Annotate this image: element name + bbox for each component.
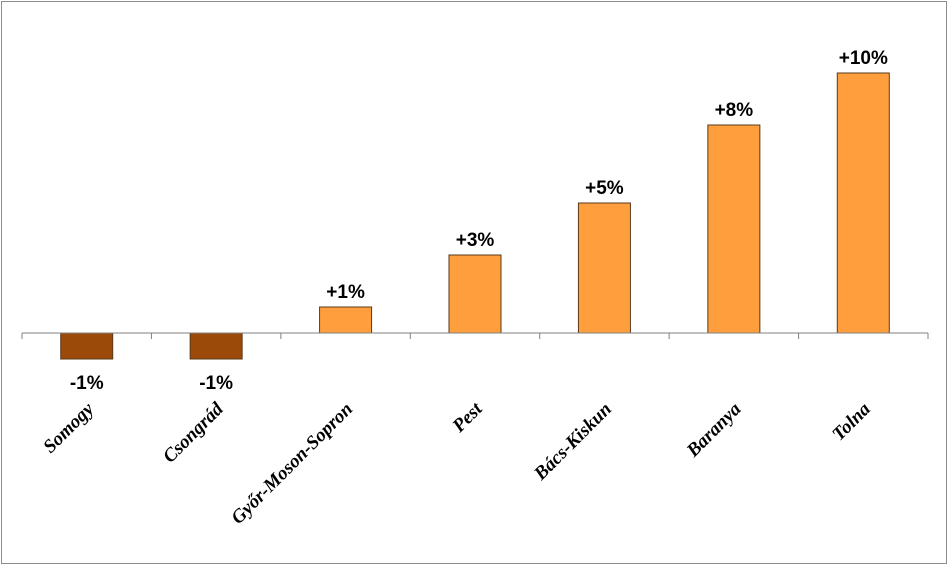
category-label: Bács-Kiskun bbox=[529, 399, 615, 485]
data-label: +1% bbox=[326, 282, 365, 303]
bar-csongr-d bbox=[189, 332, 243, 360]
data-label: -1% bbox=[199, 373, 233, 394]
bar-somogy bbox=[60, 332, 114, 360]
data-label: +8% bbox=[715, 100, 754, 121]
category-label: Csongrád bbox=[159, 398, 228, 467]
data-label: +10% bbox=[839, 48, 888, 69]
axis-layer bbox=[21, 332, 929, 339]
category-label: Somogy bbox=[39, 398, 98, 457]
bar-b-cs-kiskun bbox=[577, 202, 631, 334]
bar-gy-r-moson-sopron bbox=[319, 306, 373, 334]
category-label: Győr-Moson-Sopron bbox=[227, 399, 357, 529]
bars-layer bbox=[60, 72, 890, 360]
data-label: -1% bbox=[70, 373, 104, 394]
category-label: Baranya bbox=[682, 398, 746, 462]
bar-pest bbox=[448, 254, 502, 334]
data-label: +5% bbox=[585, 178, 624, 199]
bar-tolna bbox=[836, 72, 890, 334]
category-label: Tolna bbox=[828, 398, 875, 445]
category-label: Pest bbox=[448, 398, 487, 437]
data-label: +3% bbox=[456, 230, 495, 251]
bar-baranya bbox=[707, 124, 761, 334]
